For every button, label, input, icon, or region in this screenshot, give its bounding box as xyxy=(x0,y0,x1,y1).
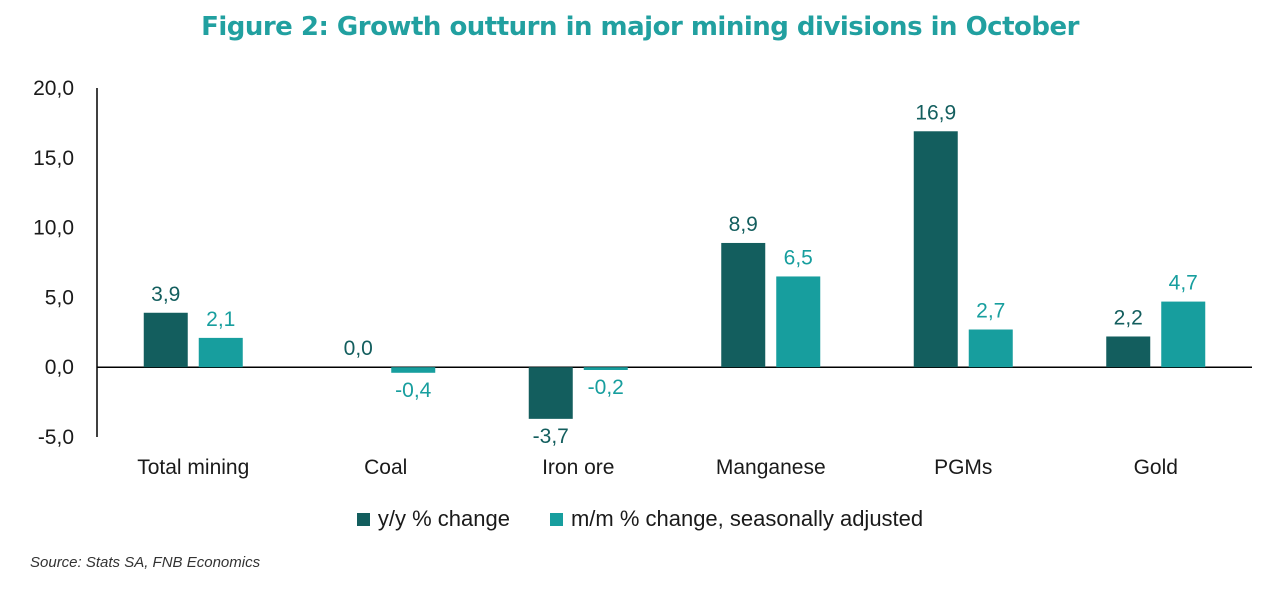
bar-chart: -5,0 0,0 5,0 10,0 15,0 20,0 Total mining 3,9 2,1… xyxy=(33,77,1252,479)
category-label: Coal xyxy=(364,456,407,479)
data-label: -3,7 xyxy=(533,425,569,448)
legend-swatch-yy xyxy=(356,512,370,526)
data-label: 8,9 xyxy=(729,213,758,236)
bar-yy xyxy=(913,131,958,368)
legend-item-mm: m/m % change, seasonally adjusted xyxy=(549,506,924,532)
legend-swatch-mm xyxy=(549,512,563,526)
category-label: Manganese xyxy=(716,456,826,479)
category-label: Total mining xyxy=(137,456,249,479)
data-label: 16,9 xyxy=(915,101,956,124)
data-label: 2,1 xyxy=(206,308,235,331)
bar-mm xyxy=(198,337,243,368)
legend-label-yy: y/y % change xyxy=(377,506,510,531)
bar-yy xyxy=(721,242,766,368)
legend: y/y % change m/m % change, seasonally ad… xyxy=(0,506,1280,532)
chart-title: Figure 2: Growth outturn in major mining… xyxy=(201,12,1079,42)
y-tick-label: 15,0 xyxy=(33,147,74,170)
bar-mm xyxy=(776,276,821,368)
data-label: 2,2 xyxy=(1114,306,1143,329)
data-label: 6,5 xyxy=(784,246,813,269)
legend-label-mm: m/m % change, seasonally adjusted xyxy=(570,506,924,531)
data-label: -0,2 xyxy=(588,376,624,399)
data-label: 3,9 xyxy=(151,283,180,306)
bar-mm xyxy=(1161,301,1206,368)
category-label: PGMs xyxy=(934,456,992,479)
bar-mm xyxy=(968,329,1013,368)
bar-yy xyxy=(528,367,573,419)
y-tick-label: 5,0 xyxy=(45,286,74,309)
y-tick-label: -5,0 xyxy=(38,426,74,449)
source-note: Source: Stats SA, FNB Economics xyxy=(30,554,261,571)
bar-yy xyxy=(143,312,188,368)
category-label: Iron ore xyxy=(542,456,614,479)
y-tick-label: 20,0 xyxy=(33,77,74,100)
data-label: 0,0 xyxy=(344,337,373,360)
data-label: 2,7 xyxy=(976,300,1005,323)
data-label: 4,7 xyxy=(1169,272,1198,295)
legend-item-yy: y/y % change xyxy=(356,506,510,532)
y-tick-label: 10,0 xyxy=(33,217,74,240)
bar-mm xyxy=(391,367,436,373)
data-label: -0,4 xyxy=(395,379,432,402)
y-tick-label: 0,0 xyxy=(45,356,74,379)
category-label: Gold xyxy=(1134,456,1178,479)
bar-mm xyxy=(583,367,628,370)
bar-yy xyxy=(1106,336,1151,368)
